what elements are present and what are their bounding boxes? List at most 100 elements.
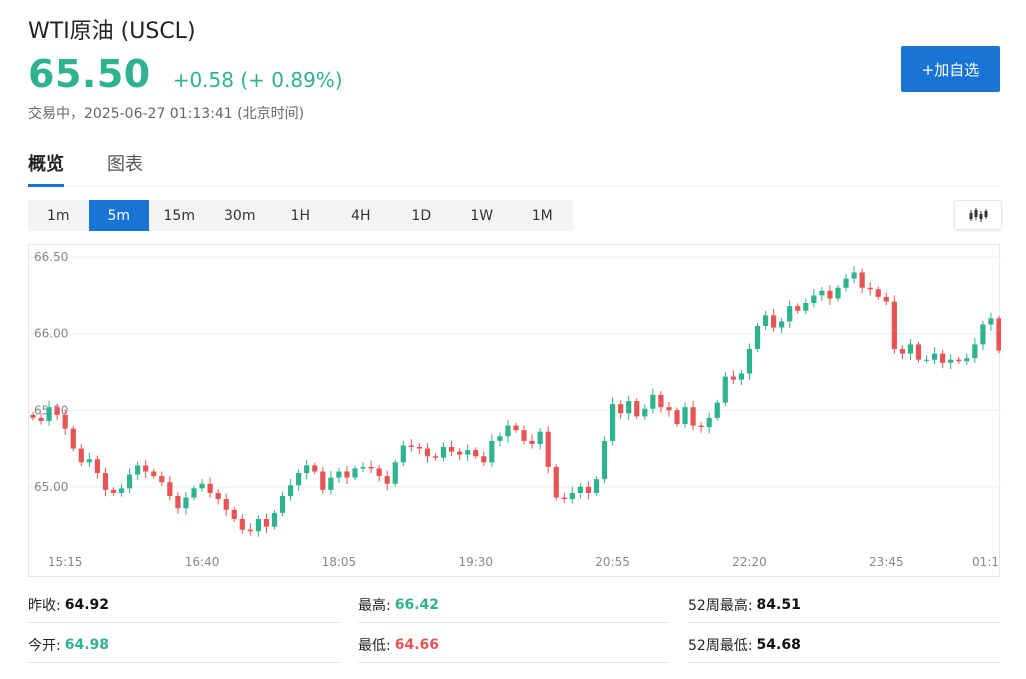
candle (271, 510, 278, 530)
period-1mo[interactable]: 1M (531, 207, 553, 224)
candle-body (207, 483, 213, 493)
period-15m[interactable]: 15m (163, 207, 195, 224)
x-tick-label: 23:45 (869, 555, 904, 569)
candle (344, 465, 350, 485)
candle-body (376, 468, 382, 477)
period-5m[interactable]: 5m (88, 200, 149, 231)
candle (239, 514, 245, 534)
candle-body (449, 447, 455, 452)
candle (432, 453, 439, 461)
period-1w[interactable]: 1W (470, 207, 494, 224)
candle-body (127, 474, 133, 489)
candle (46, 400, 52, 426)
candle-body (682, 407, 688, 425)
tab-overview[interactable]: 概览 (28, 150, 64, 187)
candle (642, 404, 648, 421)
candle-body (38, 417, 44, 421)
candle-body (843, 278, 849, 288)
x-tick-label: 18:05 (322, 555, 357, 569)
candle (296, 469, 302, 491)
candle-body (883, 296, 889, 302)
candle (392, 459, 398, 487)
period-1h[interactable]: 1H (290, 207, 310, 224)
x-tick-label: 15:15 (48, 555, 83, 569)
candle-body (658, 394, 664, 408)
candle-body (746, 349, 753, 374)
candle (223, 493, 229, 517)
candle (279, 491, 286, 517)
candle-body (247, 529, 253, 532)
candle-body (980, 324, 986, 345)
candle (513, 422, 519, 433)
candle-body (875, 289, 881, 297)
candle (151, 468, 157, 479)
period-4h[interactable]: 4H (351, 207, 371, 224)
candle (891, 295, 897, 354)
candle-body (996, 318, 1001, 351)
trading-status: 交易中，2025-06-27 01:13:41 (北京时间) (28, 106, 305, 122)
candle (304, 459, 310, 480)
period-selector: 1m 5m 15m 30m 1H 4H 1D 1W 1M (28, 200, 573, 231)
period-1m[interactable]: 1m (46, 207, 70, 224)
candle (907, 338, 914, 361)
candle (618, 400, 624, 419)
candle-body (795, 306, 801, 311)
candle-body (932, 353, 938, 360)
candle-body (135, 465, 141, 475)
x-tick-label: 01:1 (972, 555, 999, 569)
period-30m[interactable]: 30m (224, 207, 256, 224)
candle-body (336, 471, 342, 478)
candle (787, 300, 793, 328)
candle-body (215, 492, 221, 500)
candle-body (706, 417, 712, 428)
candle (956, 356, 962, 365)
candle (980, 320, 986, 350)
candle (505, 420, 511, 443)
candle (545, 426, 551, 474)
tab-chart[interactable]: 图表 (107, 154, 143, 175)
tab-bar: 概览 图表 (28, 150, 1000, 187)
candle (328, 471, 334, 495)
candle (964, 353, 970, 365)
candle (988, 312, 994, 331)
candle-body (738, 373, 744, 380)
candle-body (360, 466, 366, 469)
candle-body (279, 496, 286, 513)
candle-body (948, 359, 954, 363)
candle (78, 443, 84, 466)
add-watchlist-button[interactable]: +加自选 (901, 46, 1000, 92)
stat-value: 54.68 (756, 636, 801, 653)
candle (521, 425, 527, 445)
candle-body (352, 468, 358, 478)
stat-52w-low: 52周最低: 54.68 (688, 627, 1000, 663)
candle (30, 412, 36, 421)
candle (368, 460, 374, 474)
candle (883, 292, 889, 306)
candle (674, 407, 680, 427)
candle (923, 355, 930, 364)
candle-body (312, 465, 318, 472)
candle-body (771, 315, 777, 328)
candle-body (497, 436, 503, 441)
candle-body (159, 476, 165, 483)
candle (561, 492, 567, 503)
period-1d[interactable]: 1D (411, 207, 432, 224)
candle-body (601, 440, 608, 480)
y-tick-label: 66.00 (34, 327, 68, 341)
candle-body (424, 448, 431, 457)
candle (746, 343, 753, 380)
candle-body (384, 476, 390, 484)
candle (336, 467, 342, 484)
chart-type-toggle[interactable] (954, 200, 1002, 230)
candle-body (70, 428, 76, 449)
candle-body (690, 407, 696, 426)
candle (400, 440, 406, 466)
candle (577, 483, 583, 499)
candle-body (835, 287, 841, 299)
candle (529, 434, 535, 449)
candle-body (923, 359, 930, 361)
candle-body (891, 301, 897, 349)
candle-body (408, 445, 414, 447)
